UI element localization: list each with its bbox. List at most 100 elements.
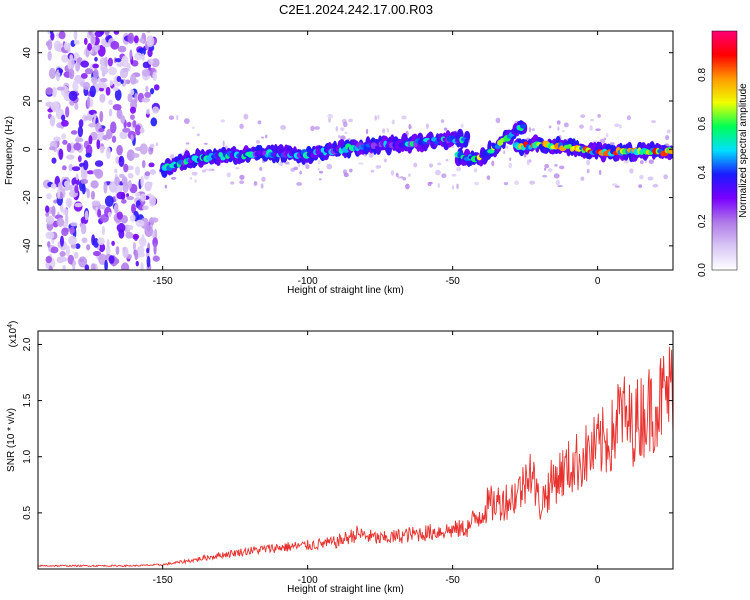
- noise-blob: [134, 92, 138, 104]
- speckle-blob: [343, 172, 349, 178]
- y-tick-label: 20: [22, 95, 33, 107]
- noise-blob: [48, 67, 56, 80]
- noise-blob: [126, 195, 134, 201]
- speckle-blob: [440, 119, 445, 123]
- speckle-blob: [280, 124, 287, 130]
- speckle-blob: [243, 113, 249, 120]
- noise-blob: [73, 39, 80, 45]
- noise-blob: [135, 219, 145, 228]
- noise-blob: [108, 108, 113, 117]
- speckle-blob: [456, 183, 459, 190]
- x-tick-label: -100: [298, 575, 318, 586]
- colorbar: 0.0 0.2 0.4 0.6 0.8 Normalized spectral ampl…: [697, 30, 749, 277]
- speckle-blob: [666, 129, 671, 134]
- speckle-blob: [603, 137, 607, 141]
- noise-blob: [50, 246, 59, 254]
- speckle-blob: [647, 176, 654, 181]
- colorbar-tick-label: 0.4: [697, 165, 708, 179]
- noise-blob: [113, 31, 120, 35]
- noise-blob: [129, 49, 133, 60]
- noise-blob: [104, 31, 110, 36]
- noise-blob: [61, 119, 69, 127]
- noise-blob: [68, 163, 73, 172]
- noise-blob: [98, 253, 107, 265]
- noise-blob: [45, 231, 55, 240]
- noise-blob: [65, 245, 71, 257]
- noise-blob: [139, 143, 148, 155]
- speckle-blob: [544, 163, 550, 169]
- noise-blob: [61, 54, 69, 63]
- noise-blob: [132, 153, 140, 158]
- noise-blob: [56, 217, 65, 227]
- noise-blob: [149, 169, 157, 175]
- noise-blob: [148, 58, 154, 65]
- speckle-blob: [208, 168, 212, 172]
- speckle-blob: [194, 179, 197, 183]
- noise-blob: [99, 205, 106, 210]
- speckle-blob: [491, 160, 495, 167]
- speckle-blob: [170, 176, 177, 180]
- speckle-blob: [284, 161, 290, 165]
- speckle-blob: [559, 165, 565, 170]
- noise-blob: [92, 63, 99, 69]
- speckle-blob: [553, 173, 560, 179]
- speckle-blob: [445, 158, 449, 162]
- noise-blob: [50, 101, 60, 112]
- y-tick-label: 1.5: [22, 393, 33, 407]
- speckle-blob: [547, 168, 553, 173]
- noise-blob: [45, 205, 50, 213]
- speckle-blob: [598, 169, 602, 176]
- noise-blob: [68, 235, 77, 246]
- speckle-blob: [328, 117, 332, 123]
- noise-blob: [101, 38, 107, 46]
- noise-blob: [86, 244, 91, 251]
- speckle-blob: [648, 159, 654, 164]
- speckle-blob: [365, 128, 369, 135]
- speckle-blob: [347, 138, 351, 141]
- noise-blob: [129, 106, 137, 114]
- noise-blob: [121, 199, 127, 204]
- speckle-blob: [561, 130, 566, 133]
- speckle-blob: [437, 183, 441, 189]
- speckle-blob: [260, 183, 264, 189]
- speckle-blob: [428, 163, 434, 168]
- speckle-blob: [548, 125, 552, 129]
- speckle-blob: [402, 177, 407, 181]
- speckle-blob: [235, 167, 240, 170]
- noise-blob: [134, 146, 143, 152]
- noise-blob: [99, 110, 104, 123]
- noise-blob: [66, 142, 72, 153]
- speckle-blob: [408, 173, 411, 178]
- speckle-blob: [348, 118, 353, 123]
- speckle-blob: [370, 169, 375, 173]
- speckle-blob: [314, 126, 320, 130]
- noise-blob: [53, 136, 61, 142]
- speckle-blob: [639, 160, 644, 165]
- noise-blob: [81, 237, 88, 244]
- speckle-blob: [201, 169, 206, 173]
- noise-blob: [152, 106, 160, 114]
- noise-blob: [49, 115, 56, 127]
- noise-blob: [78, 119, 84, 128]
- colorbar-ticks: 0.0 0.2 0.4 0.6 0.8: [697, 68, 708, 277]
- noise-blob: [114, 202, 119, 214]
- snr-x-axis-label: Height of straight line (km): [287, 584, 404, 595]
- noise-blob: [128, 179, 132, 189]
- speckle-blob: [557, 126, 560, 131]
- noise-blob: [130, 134, 134, 142]
- noise-blob: [141, 97, 151, 103]
- speckle-blob: [589, 118, 595, 122]
- noise-blob: [119, 131, 128, 140]
- noise-blob: [121, 176, 128, 185]
- speckle-blob: [557, 185, 563, 188]
- noise-blob: [45, 215, 54, 225]
- speckle-blob: [191, 171, 198, 176]
- noise-blob: [75, 173, 79, 181]
- noise-blob: [145, 85, 149, 93]
- speckle-blob: [239, 180, 245, 185]
- noise-blob: [111, 135, 117, 143]
- noise-blob: [90, 33, 95, 45]
- speckle-blob: [556, 120, 561, 125]
- speckle-blob: [196, 133, 200, 137]
- ridge-core: [464, 138, 469, 145]
